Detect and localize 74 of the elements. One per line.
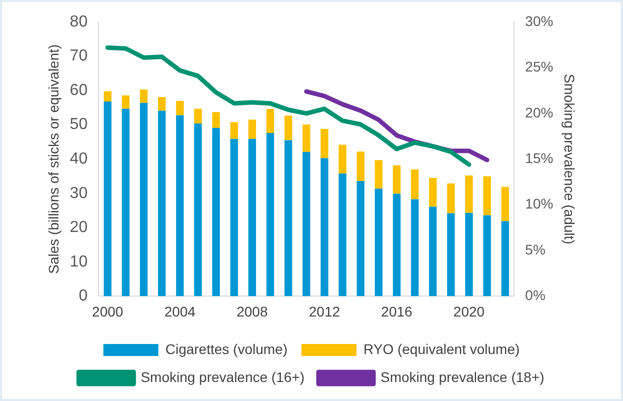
y-tick-label: 60 <box>70 82 88 99</box>
bar <box>158 110 166 296</box>
y2-tick-label: 10% <box>525 196 554 212</box>
x-tick-label: 2004 <box>164 303 196 320</box>
legend-label: RYO (equivalent volume) <box>364 340 520 357</box>
bar <box>501 221 509 296</box>
bar <box>284 116 292 140</box>
legend-label: Smoking prevalence (16+) <box>140 368 305 385</box>
y-tick-label: 0 <box>78 288 88 305</box>
bar <box>465 212 473 296</box>
bar <box>194 108 202 124</box>
bar <box>194 123 202 296</box>
bar <box>429 178 437 207</box>
bar <box>447 183 455 214</box>
bar <box>104 102 112 296</box>
y-tick-label: 10 <box>70 253 88 270</box>
y-tick-label: 20 <box>70 219 88 236</box>
x-tick-label: 2016 <box>381 303 413 320</box>
y-tick-label: 70 <box>70 48 88 65</box>
y-tick-label: 50 <box>70 116 88 134</box>
y-tick-label: 80 <box>70 13 88 30</box>
bar <box>374 160 383 189</box>
y2-tick-label: 15% <box>525 150 554 166</box>
y-axis-title: Sales (billions of sticks or equivalent) <box>45 44 62 274</box>
bar <box>392 194 401 296</box>
bar <box>447 213 455 296</box>
bar <box>320 128 328 158</box>
bar <box>338 144 346 174</box>
bar <box>374 188 383 296</box>
bar <box>501 186 509 222</box>
bar <box>465 176 473 213</box>
bar <box>230 138 238 296</box>
bar <box>122 95 130 109</box>
y2-tick-label: 30% <box>525 12 554 29</box>
bar <box>140 90 148 103</box>
bar <box>320 158 328 296</box>
x-tick-label: 2020 <box>453 303 485 320</box>
bar <box>483 176 491 216</box>
bar <box>230 122 238 139</box>
bar <box>176 115 184 296</box>
y2-tick-label: 20% <box>525 104 554 120</box>
bar <box>356 181 364 296</box>
bar <box>429 206 437 296</box>
y2-axis-title: Smoking prevalence (adult) <box>562 74 578 244</box>
bar <box>410 169 419 200</box>
bar <box>284 140 292 296</box>
bar <box>158 97 166 111</box>
bar <box>392 165 401 194</box>
bar <box>302 124 310 152</box>
bar <box>338 173 346 296</box>
bar <box>266 133 274 296</box>
bar <box>248 138 256 296</box>
x-tick-label: 2012 <box>308 303 340 320</box>
bar <box>104 91 112 102</box>
y2-tick-label: 5% <box>525 241 546 258</box>
y2-tick-label: 0% <box>525 287 546 304</box>
y-tick-label: 30 <box>70 184 88 202</box>
legend-label: Smoking prevalence (18+) <box>380 368 544 385</box>
bar <box>410 199 419 296</box>
bar <box>302 152 310 296</box>
bar <box>248 120 256 139</box>
legend-label: Cigarettes (volume) <box>165 340 288 357</box>
bar <box>176 100 184 116</box>
bar <box>356 152 364 182</box>
bar <box>140 102 148 296</box>
bar <box>212 128 220 296</box>
x-tick-label: 2008 <box>236 303 268 320</box>
bar <box>483 215 491 296</box>
y2-tick-label: 25% <box>525 58 554 75</box>
y-tick-label: 40 <box>70 150 88 168</box>
bar <box>212 112 220 128</box>
x-tick-label: 2000 <box>92 303 124 320</box>
bar <box>266 109 274 134</box>
bar <box>122 108 130 296</box>
